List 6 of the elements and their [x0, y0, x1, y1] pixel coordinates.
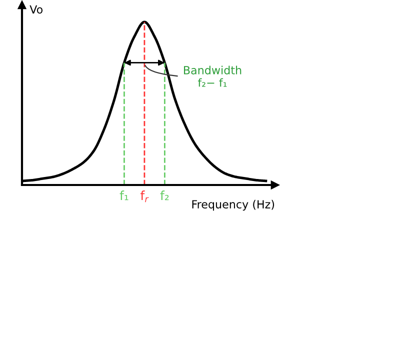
x-tick-label: f₂ — [160, 190, 169, 200]
x-tick-label: f₁ — [120, 190, 128, 200]
y-axis-title: Vo — [30, 5, 43, 14]
x-tick-label: f$_{r}$ — [140, 190, 149, 202]
annotation: Bandwidth f₂− f₁ — [184, 66, 242, 87]
x-axis-title: Frequency (Hz) — [192, 200, 274, 211]
